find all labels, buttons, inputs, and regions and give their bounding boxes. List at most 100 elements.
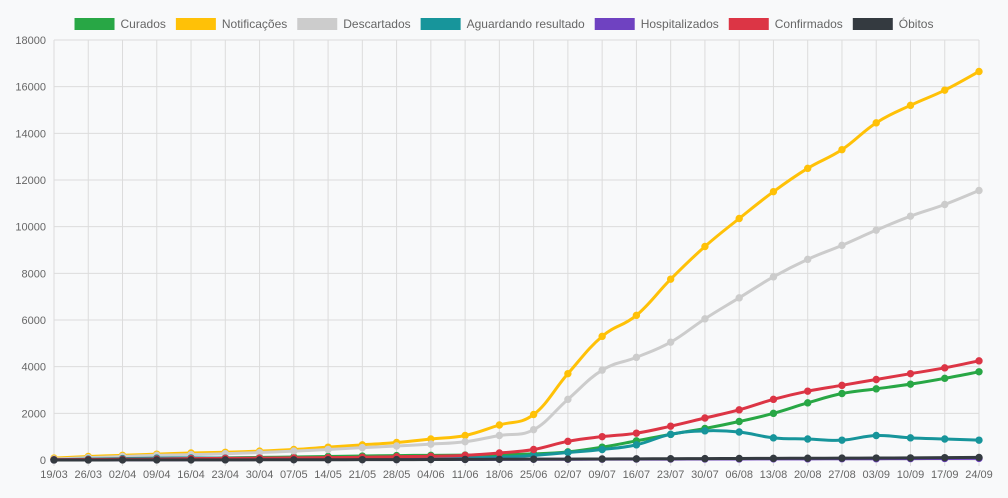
data-point-descartados[interactable] (324, 445, 332, 454)
data-point-obitos[interactable] (427, 455, 435, 464)
legend-item-curados[interactable]: Curados (74, 17, 166, 31)
data-point-notificacoes[interactable] (598, 332, 606, 341)
data-point-descartados[interactable] (769, 273, 778, 281)
data-point-curados[interactable] (906, 380, 915, 388)
data-point-aguardando-resultado[interactable] (941, 435, 949, 443)
data-point-curados[interactable] (769, 409, 778, 418)
data-point-descartados[interactable] (495, 431, 504, 440)
data-point-aguardando-resultado[interactable] (701, 427, 709, 435)
data-point-obitos[interactable] (735, 454, 743, 463)
legend-item-aguardando-resultado[interactable]: Aguardando resultado (420, 17, 585, 31)
data-point-obitos[interactable] (392, 455, 401, 464)
data-point-aguardando-resultado[interactable] (735, 428, 743, 436)
data-point-confirmados[interactable] (941, 364, 949, 372)
data-point-confirmados[interactable] (838, 381, 846, 390)
data-point-descartados[interactable] (838, 241, 846, 250)
data-point-descartados[interactable] (427, 440, 435, 448)
legend-item-obitos[interactable]: Óbitos (852, 16, 934, 31)
data-point-obitos[interactable] (666, 455, 675, 463)
legend-item-descartados[interactable]: Descartados (297, 17, 411, 31)
data-point-obitos[interactable] (358, 455, 367, 464)
data-point-obitos[interactable] (290, 456, 298, 464)
data-point-descartados[interactable] (804, 255, 812, 264)
data-point-curados[interactable] (838, 389, 846, 398)
data-point-descartados[interactable] (290, 447, 298, 455)
data-point-obitos[interactable] (153, 456, 161, 464)
data-point-aguardando-resultado[interactable] (975, 436, 983, 444)
data-point-descartados[interactable] (666, 338, 675, 346)
data-point-confirmados[interactable] (564, 437, 572, 446)
data-point-aguardando-resultado[interactable] (838, 436, 846, 444)
data-point-obitos[interactable] (701, 454, 709, 463)
data-point-obitos[interactable] (564, 455, 572, 463)
data-point-confirmados[interactable] (632, 429, 641, 437)
data-point-notificacoes[interactable] (461, 431, 469, 440)
data-point-aguardando-resultado[interactable] (598, 445, 606, 454)
data-point-notificacoes[interactable] (975, 67, 983, 76)
data-point-aguardando-resultado[interactable] (804, 435, 812, 443)
data-point-notificacoes[interactable] (838, 145, 846, 154)
data-point-obitos[interactable] (461, 455, 469, 464)
data-point-confirmados[interactable] (495, 449, 504, 457)
data-point-notificacoes[interactable] (804, 164, 812, 173)
data-point-aguardando-resultado[interactable] (564, 448, 572, 457)
data-point-obitos[interactable] (221, 456, 229, 464)
legend-item-notificacoes[interactable]: Notificações (175, 17, 287, 31)
data-point-obitos[interactable] (324, 456, 332, 464)
data-point-confirmados[interactable] (701, 414, 709, 422)
data-point-descartados[interactable] (529, 425, 538, 434)
data-point-curados[interactable] (941, 374, 949, 383)
data-point-curados[interactable] (872, 385, 880, 393)
data-point-descartados[interactable] (564, 395, 572, 404)
data-point-descartados[interactable] (392, 442, 401, 450)
data-point-confirmados[interactable] (529, 445, 538, 454)
data-point-confirmados[interactable] (906, 369, 915, 378)
data-point-descartados[interactable] (701, 315, 709, 323)
data-point-confirmados[interactable] (872, 375, 880, 384)
legend-item-hospitalizados[interactable]: Hospitalizados (594, 17, 719, 31)
data-point-notificacoes[interactable] (666, 275, 675, 283)
data-point-obitos[interactable] (632, 455, 641, 463)
data-point-curados[interactable] (975, 368, 983, 376)
data-point-aguardando-resultado[interactable] (632, 441, 641, 449)
data-point-obitos[interactable] (598, 455, 606, 463)
data-point-confirmados[interactable] (598, 432, 606, 441)
data-point-notificacoes[interactable] (495, 421, 504, 429)
data-point-descartados[interactable] (735, 294, 743, 302)
data-point-aguardando-resultado[interactable] (769, 434, 778, 442)
data-point-descartados[interactable] (358, 443, 367, 452)
data-point-curados[interactable] (735, 417, 743, 426)
data-point-obitos[interactable] (118, 456, 127, 464)
data-point-descartados[interactable] (598, 366, 606, 374)
data-point-obitos[interactable] (529, 455, 538, 463)
data-point-curados[interactable] (804, 399, 812, 407)
data-point-obitos[interactable] (906, 454, 915, 462)
data-point-confirmados[interactable] (769, 395, 778, 404)
data-point-descartados[interactable] (461, 438, 469, 446)
data-point-notificacoes[interactable] (941, 86, 949, 94)
data-point-notificacoes[interactable] (769, 187, 778, 196)
data-point-descartados[interactable] (632, 353, 641, 362)
data-point-obitos[interactable] (255, 456, 264, 464)
data-point-notificacoes[interactable] (701, 242, 709, 251)
data-point-aguardando-resultado[interactable] (906, 434, 915, 442)
data-point-descartados[interactable] (872, 226, 880, 234)
data-point-obitos[interactable] (975, 453, 983, 462)
data-point-aguardando-resultado[interactable] (872, 431, 880, 440)
legend-item-confirmados[interactable]: Confirmados (728, 17, 843, 31)
data-point-notificacoes[interactable] (906, 101, 915, 110)
data-point-descartados[interactable] (906, 212, 915, 220)
data-point-obitos[interactable] (50, 456, 58, 464)
data-point-notificacoes[interactable] (564, 369, 572, 378)
data-point-aguardando-resultado[interactable] (666, 430, 675, 439)
data-point-descartados[interactable] (975, 186, 983, 195)
data-point-confirmados[interactable] (804, 387, 812, 395)
data-point-confirmados[interactable] (975, 357, 983, 365)
data-point-notificacoes[interactable] (735, 214, 743, 223)
data-point-obitos[interactable] (872, 454, 880, 462)
data-point-obitos[interactable] (495, 455, 504, 463)
data-point-obitos[interactable] (84, 456, 92, 464)
data-point-obitos[interactable] (769, 454, 778, 463)
data-point-obitos[interactable] (804, 454, 812, 462)
data-point-notificacoes[interactable] (632, 311, 641, 320)
